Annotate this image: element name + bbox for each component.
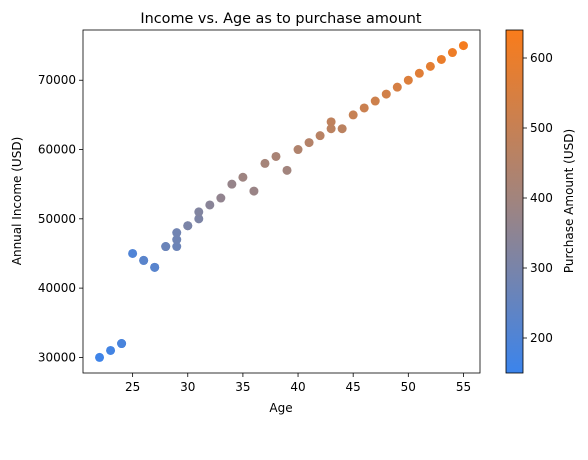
colorbar-tick-label: 600 bbox=[530, 51, 553, 65]
x-tick-label: 55 bbox=[456, 380, 471, 394]
y-tick-label: 30000 bbox=[38, 350, 76, 364]
data-point bbox=[271, 151, 281, 161]
data-point bbox=[194, 207, 204, 217]
data-point bbox=[425, 61, 435, 71]
data-point bbox=[106, 345, 116, 355]
data-point bbox=[282, 165, 292, 175]
data-point bbox=[194, 214, 204, 224]
data-point bbox=[436, 54, 446, 64]
data-point bbox=[238, 172, 248, 182]
data-point bbox=[150, 262, 160, 272]
data-point bbox=[359, 103, 369, 113]
colorbar bbox=[505, 29, 524, 374]
data-point bbox=[414, 68, 424, 78]
data-point bbox=[260, 158, 270, 168]
data-point bbox=[95, 352, 105, 362]
data-point bbox=[315, 131, 325, 141]
colorbar-tick-label: 300 bbox=[530, 261, 553, 275]
data-point bbox=[139, 255, 149, 265]
data-point bbox=[117, 339, 127, 349]
colorbar-axis: 200 300 400 500 600 bbox=[523, 51, 553, 345]
y-tick-label: 50000 bbox=[38, 212, 76, 226]
data-point bbox=[205, 200, 215, 210]
colorbar-tick-label: 200 bbox=[530, 331, 553, 345]
colorbar-tick-label: 500 bbox=[530, 121, 553, 135]
x-axis-label: Age bbox=[269, 401, 292, 415]
data-point bbox=[227, 179, 237, 189]
x-tick-label: 35 bbox=[235, 380, 250, 394]
data-point bbox=[172, 235, 182, 245]
data-point bbox=[172, 228, 182, 238]
x-tick-label: 30 bbox=[180, 380, 195, 394]
plot-area bbox=[95, 41, 468, 362]
data-point bbox=[161, 242, 171, 252]
y-axis-label: Annual Income (USD) bbox=[10, 137, 24, 266]
x-tick-label: 25 bbox=[125, 380, 140, 394]
data-point bbox=[128, 248, 138, 258]
y-tick-label: 40000 bbox=[38, 281, 76, 295]
data-point bbox=[370, 96, 380, 106]
colorbar-label: Purchase Amount (USD) bbox=[562, 129, 576, 273]
x-tick-label: 45 bbox=[346, 380, 361, 394]
chart-title: Income vs. Age as to purchase amount bbox=[140, 11, 422, 27]
data-point bbox=[337, 124, 347, 134]
data-point bbox=[381, 89, 391, 99]
data-point bbox=[249, 186, 259, 196]
data-point bbox=[392, 82, 402, 92]
colorbar-tick-label: 400 bbox=[530, 191, 553, 205]
plot-frame bbox=[82, 29, 481, 374]
data-point bbox=[348, 110, 358, 120]
data-point bbox=[403, 75, 413, 85]
data-point bbox=[447, 48, 457, 58]
data-point bbox=[293, 145, 303, 155]
x-tick-label: 50 bbox=[401, 380, 416, 394]
data-point bbox=[326, 124, 336, 134]
data-point bbox=[216, 193, 226, 203]
data-point bbox=[183, 221, 193, 231]
data-point bbox=[172, 242, 182, 252]
data-point bbox=[304, 138, 314, 148]
x-tick-label: 40 bbox=[290, 380, 305, 394]
data-point bbox=[458, 41, 468, 51]
y-tick-label: 70000 bbox=[38, 73, 76, 87]
y-tick-label: 60000 bbox=[38, 143, 76, 157]
data-point bbox=[326, 117, 336, 127]
